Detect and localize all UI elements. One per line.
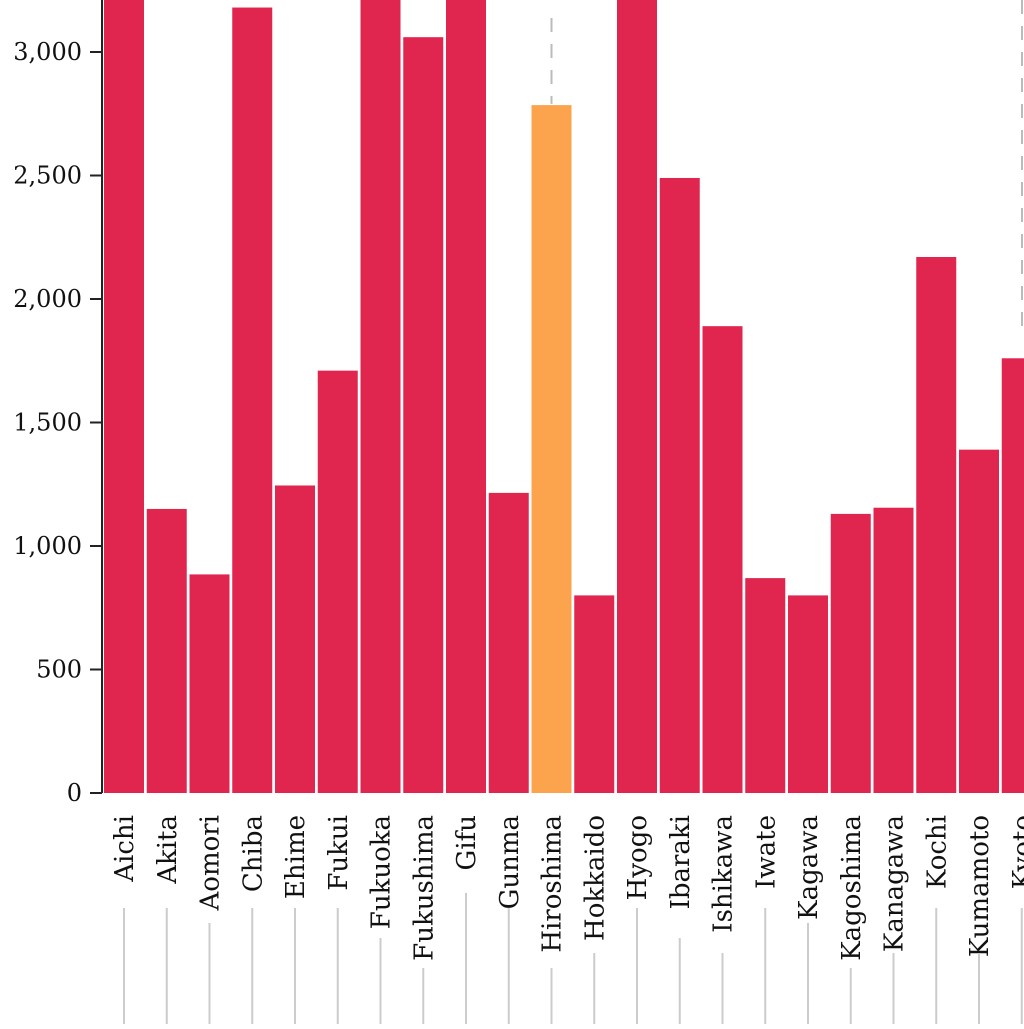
bar-kumamoto (959, 449, 999, 793)
x-category-label: Aichi (110, 815, 140, 883)
x-category-label: Kumamoto (965, 815, 995, 957)
bar-hokkaido (574, 595, 615, 793)
x-category-label: Kochi (922, 815, 952, 889)
y-tick-label: 2,500 (13, 162, 82, 190)
bar-fukui (317, 370, 358, 793)
x-category-label: Gunma (495, 815, 525, 909)
x-category-label: Gifu (452, 815, 482, 870)
x-category-label: Hiroshima (538, 815, 568, 953)
x-axis: Aichi Akita Aomori Chiba Ehime Fukui Fukuoka Fu… (110, 815, 1024, 1024)
bar-kagawa (788, 595, 828, 793)
x-category-label: Iwate (751, 815, 781, 889)
y-tick-label: 2,000 (13, 285, 82, 313)
x-category-label: Fukui (324, 815, 354, 891)
x-category-label: Fukushima (409, 815, 439, 961)
bar-kochi (916, 257, 957, 793)
bar-ehime (275, 485, 315, 793)
x-category-label: Hokkaido (580, 815, 610, 941)
bar-kyoto (1001, 358, 1024, 793)
x-category-label: Ehime (281, 815, 311, 899)
y-tick-label: 1,000 (13, 532, 82, 560)
bar-aomori (189, 574, 230, 793)
x-category-label: Kagoshima (837, 815, 867, 961)
bar-iwate (745, 578, 786, 793)
y-tick-label: 3,000 (13, 38, 82, 66)
bar-hyogo (617, 0, 657, 793)
bar-gunma (488, 492, 529, 793)
y-tick-label: 500 (36, 656, 82, 684)
y-tick-label: 0 (67, 779, 82, 807)
bar-gifu (446, 0, 486, 793)
x-category-label: Akita (153, 815, 183, 885)
bar-kagoshima (830, 513, 871, 793)
bar-hiroshima (531, 105, 572, 794)
bar-kanagawa (873, 507, 914, 793)
x-category-label: Ishikawa (709, 815, 739, 933)
bar-fukuoka (360, 0, 401, 793)
x-category-label: Chiba (238, 815, 268, 892)
x-category-label: Kanagawa (880, 815, 910, 952)
bar-ishikawa (702, 326, 743, 793)
y-tick-label: 1,500 (13, 409, 82, 437)
reference-lines (550, 0, 1023, 330)
x-category-label: Kagawa (794, 815, 824, 920)
x-category-label: Hyogo (623, 815, 653, 900)
bar-akita (146, 508, 187, 793)
y-axis: 0 500 1,000 1,500 2,000 2,500 3,000 (13, 0, 103, 807)
bar-fukushima (403, 37, 444, 794)
x-category-label: Ibaraki (666, 815, 696, 909)
bar-aichi (104, 0, 144, 793)
bar-chiba (232, 7, 273, 794)
bars (104, 0, 1024, 794)
bar-ibaraki (659, 177, 700, 794)
x-category-label: Aomori (196, 815, 226, 911)
x-category-label: Kyoto (1008, 815, 1024, 889)
x-category-label: Fukuoka (367, 815, 397, 929)
